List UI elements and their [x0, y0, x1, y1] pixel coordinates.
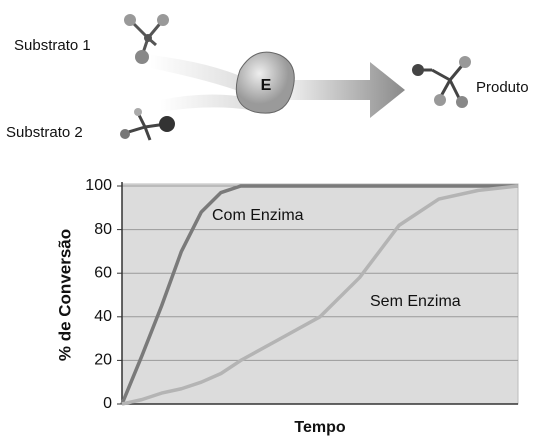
series-label: Com Enzima: [212, 207, 304, 224]
flow-streak: [150, 55, 250, 95]
series-label: Sem Enzima: [370, 293, 461, 310]
atom: [120, 129, 130, 139]
chart: 0 20 40 60 80 100 Tempo % de Conversão Com Enzim…: [55, 177, 518, 436]
atom: [459, 56, 471, 68]
atom: [157, 14, 169, 26]
product-label: Produto: [476, 79, 529, 96]
y-tick-label: 40: [94, 308, 112, 325]
atom: [456, 96, 468, 108]
atom: [412, 64, 424, 76]
y-tick-label: 20: [94, 352, 112, 369]
y-tick-label: 60: [94, 264, 112, 281]
substrate-label: Substrato 1: [14, 37, 91, 54]
y-tick-label: 0: [103, 395, 112, 412]
enzyme-label: E: [261, 77, 272, 94]
y-tick-label: 100: [85, 177, 112, 194]
x-axis-label: Tempo: [294, 419, 345, 436]
figure: E Substrato 1 Substrato 2 Produto 0 20 40 6…: [0, 0, 543, 438]
atom: [135, 50, 149, 64]
diagram: E Substrato 1 Substrato 2 Produto: [6, 14, 529, 141]
substrate-label: Substrato 2: [6, 124, 83, 141]
y-axis-label: % de Conversão: [55, 229, 74, 361]
atom: [159, 116, 175, 132]
atom: [134, 108, 142, 116]
y-tick-label: 80: [94, 221, 112, 238]
atom: [124, 14, 136, 26]
flow-streak: [160, 94, 250, 112]
atom: [144, 34, 152, 42]
atom: [434, 94, 446, 106]
page: E Substrato 1 Substrato 2 Produto 0 20 40 6…: [0, 0, 543, 438]
